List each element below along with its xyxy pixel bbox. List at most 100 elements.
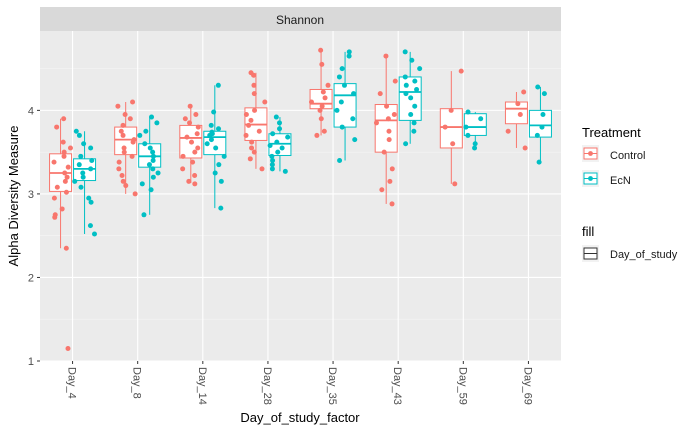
point-ecn [539, 124, 545, 130]
point-control [180, 166, 186, 172]
point-control [320, 89, 326, 95]
point-control [65, 345, 71, 351]
point-ecn [408, 112, 414, 118]
point-ecn [540, 112, 546, 118]
point-control [132, 191, 138, 197]
point-control [247, 156, 253, 162]
point-ecn [338, 99, 344, 105]
point-ecn [142, 141, 148, 147]
point-ecn [208, 122, 214, 128]
point-ecn [147, 145, 153, 151]
points-layer [51, 47, 547, 351]
point-control [448, 107, 454, 113]
point-ecn [88, 199, 94, 205]
point-control [505, 128, 511, 134]
point-ecn [137, 132, 143, 138]
point-control [186, 178, 192, 184]
point-ecn [412, 78, 418, 84]
point-control [187, 120, 193, 126]
point-ecn [80, 174, 86, 180]
point-ecn [463, 124, 469, 130]
point-control [116, 166, 122, 172]
point-ecn [73, 128, 79, 134]
x-tick-label: Day_69 [521, 367, 533, 405]
point-control [184, 134, 190, 140]
point-control [123, 183, 129, 189]
point-control [317, 107, 323, 113]
point-control [308, 99, 314, 105]
point-control [373, 120, 379, 126]
point-ecn [155, 170, 161, 176]
point-control [59, 206, 65, 212]
point-control [389, 201, 395, 207]
point-ecn [352, 137, 358, 143]
point-control [246, 122, 252, 128]
point-ecn [76, 132, 82, 138]
point-ecn [141, 212, 147, 218]
point-control [251, 91, 257, 97]
point-control [384, 103, 390, 109]
point-ecn [269, 153, 275, 159]
y-tick-label: 2 [28, 272, 34, 284]
x-tick-label: Day_4 [66, 367, 78, 399]
point-control [379, 187, 385, 193]
point-control [187, 103, 193, 109]
point-ecn [411, 120, 417, 126]
point-control [192, 149, 198, 155]
point-ecn [213, 145, 219, 151]
point-control [383, 53, 389, 59]
point-ecn [150, 149, 156, 155]
point-ecn [275, 149, 281, 155]
facet-label: Shannon [276, 13, 324, 27]
point-control [52, 214, 58, 220]
point-control [180, 153, 186, 159]
point-ecn [154, 120, 160, 126]
point-ecn [149, 114, 155, 120]
point-control [381, 149, 387, 155]
point-control [120, 132, 126, 138]
point-control [389, 166, 395, 172]
point-ecn [541, 91, 547, 97]
point-control [256, 128, 262, 134]
x-axis-title: Day_of_study_factor [240, 410, 360, 425]
point-ecn [87, 223, 93, 229]
point-control [63, 245, 69, 251]
point-control [120, 122, 126, 128]
point-ecn [215, 82, 221, 88]
point-ecn [336, 74, 342, 80]
point-ecn [269, 162, 275, 168]
point-control [521, 89, 527, 95]
point-ecn [472, 141, 478, 147]
x-tick-label: Day_28 [261, 367, 273, 405]
point-control [450, 141, 456, 147]
point-ecn [150, 153, 156, 159]
legend-fill-title: fill [582, 224, 594, 239]
point-ecn [274, 139, 280, 145]
point-ecn [414, 86, 420, 92]
point-control [391, 112, 397, 118]
point-ecn [346, 49, 352, 55]
point-ecn [276, 120, 282, 126]
point-ecn [76, 162, 82, 168]
point-ecn [536, 159, 542, 165]
point-control [515, 101, 521, 107]
point-control [249, 145, 255, 151]
y-tick-label: 1 [28, 356, 34, 368]
box-control-day_59 [439, 71, 463, 184]
point-ecn [417, 66, 423, 72]
point-ecn [341, 82, 347, 88]
point-control [322, 95, 328, 101]
point-control [243, 112, 249, 118]
point-control [129, 153, 135, 159]
point-ecn [218, 178, 224, 184]
point-control [63, 189, 69, 195]
point-ecn [351, 91, 357, 97]
point-control [189, 139, 195, 145]
point-ecn [267, 142, 273, 148]
point-control [377, 91, 383, 97]
axis-ticks: 1 2 3 4 Day_4 Day_8 Day_14 Day_28 Day_35 Day_43 Da… [28, 105, 534, 405]
point-ecn [346, 53, 352, 59]
point-ecn [408, 95, 414, 101]
point-ecn [218, 205, 224, 211]
point-control [243, 132, 249, 138]
